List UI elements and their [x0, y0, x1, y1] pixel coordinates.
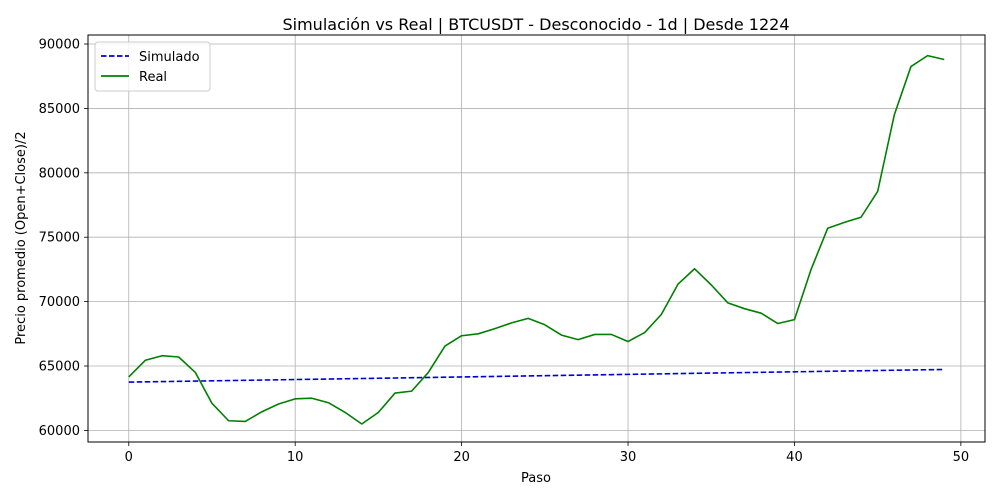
legend-box	[94, 41, 211, 92]
plot-area-frame	[87, 34, 986, 443]
y-tick-label: 70000	[39, 295, 80, 310]
y-tick-label: 90000	[39, 38, 80, 53]
x-tick-label: 20	[453, 450, 470, 465]
x-axis-title: Paso	[521, 471, 551, 486]
x-tick-label: 50	[953, 450, 970, 465]
x-tick-label: 40	[786, 450, 803, 465]
series-layer	[128, 54, 945, 425]
y-tick-label: 75000	[39, 231, 80, 246]
y-axis-title: Precio promedio (Open+Close)/2	[14, 131, 29, 344]
y-tick-label: 80000	[39, 166, 80, 181]
legend-label-real: Real	[139, 70, 167, 85]
x-tick-label: 10	[287, 450, 304, 465]
y-tick-label: 65000	[39, 360, 80, 375]
x-tick-label: 0	[125, 450, 133, 465]
tick-layer: 0 10 20 30 40 50 60000 65000 70000 75000 80000 8500…	[39, 38, 970, 465]
chart-title: Simulación vs Real | BTCUSDT - Desconoci…	[282, 15, 789, 34]
legend: Simulado Real	[94, 41, 211, 92]
y-tick-label: 85000	[39, 102, 80, 117]
y-tick-label: 60000	[39, 424, 80, 439]
grid-layer	[88, 35, 985, 442]
x-tick-label: 30	[620, 450, 637, 465]
series-line-real	[128, 54, 945, 425]
legend-label-simulado: Simulado	[139, 50, 200, 65]
